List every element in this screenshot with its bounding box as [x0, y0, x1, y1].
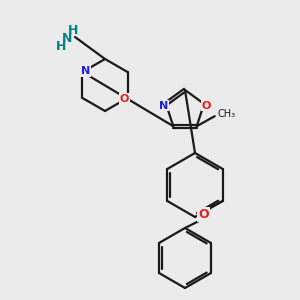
Text: N: N: [81, 66, 90, 76]
Text: H: H: [68, 23, 78, 37]
Text: O: O: [120, 94, 129, 104]
Text: H: H: [56, 40, 66, 52]
Text: O: O: [201, 101, 211, 111]
Text: N: N: [159, 101, 169, 111]
Text: O: O: [199, 208, 209, 221]
Text: N: N: [62, 32, 72, 46]
Text: CH₃: CH₃: [218, 109, 236, 119]
